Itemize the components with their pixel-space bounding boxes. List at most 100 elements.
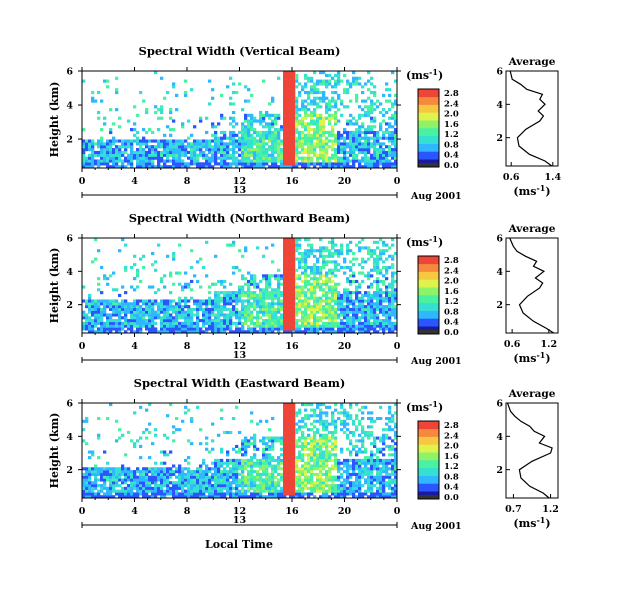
heatmap-cell [361, 90, 365, 95]
heatmap-cell [322, 310, 326, 314]
heatmap-cell [331, 324, 335, 328]
heatmap-cell [382, 243, 386, 247]
heatmap-cell [172, 145, 176, 149]
heatmap-cell [217, 291, 221, 295]
heatmap-cell [211, 122, 215, 126]
heatmap-cell [250, 467, 254, 471]
heatmap-cell [229, 243, 233, 247]
heatmap-cell [355, 130, 359, 135]
heatmap-cell [226, 313, 230, 317]
heatmap-cell [85, 142, 89, 146]
heatmap-cell [304, 319, 308, 323]
heatmap-cell [289, 447, 293, 451]
heatmap-cell [319, 153, 323, 157]
heatmap-cell [328, 288, 332, 292]
heatmap-cell [280, 458, 284, 462]
heatmap-cell [256, 489, 260, 493]
heatmap-cell [325, 246, 329, 250]
heatmap-cell [205, 447, 209, 451]
heatmap-cell [370, 119, 374, 123]
heatmap-cell [298, 419, 302, 423]
heatmap-cell [91, 321, 95, 325]
heatmap-cell [103, 472, 107, 476]
heatmap-cell [151, 319, 155, 323]
heatmap-cell [340, 162, 344, 166]
heatmap-cell [247, 330, 251, 334]
heatmap-cell [301, 486, 305, 490]
heatmap-cell [184, 321, 188, 325]
colorbar-tick-label: 1.6 [444, 120, 459, 130]
heatmap-cell [268, 484, 272, 488]
heatmap-cell [88, 481, 92, 485]
heatmap-cell [103, 478, 107, 482]
heatmap-cell [142, 316, 146, 320]
heatmap-cell [145, 428, 149, 432]
heatmap-cell [283, 411, 287, 415]
heatmap-cell [373, 102, 377, 106]
heatmap-cell [142, 156, 146, 160]
heatmap-cell [247, 458, 251, 462]
heatmap-cell [100, 159, 104, 163]
heatmap-cell [226, 486, 230, 490]
heatmap-cell [286, 110, 290, 115]
heatmap-cell [304, 444, 308, 448]
heatmap-cell [298, 408, 302, 412]
heatmap-cell [376, 316, 380, 320]
heatmap-cell [154, 153, 158, 157]
heatmap-cell [382, 165, 386, 169]
heatmap-cell [175, 108, 179, 112]
heatmap-cell [292, 265, 296, 270]
heatmap-cell [358, 263, 362, 267]
heatmap-cell [112, 150, 116, 155]
heatmap-cell [160, 450, 164, 454]
heatmap-cell [277, 327, 281, 331]
heatmap-cell [229, 310, 233, 314]
heatmap-cell [373, 291, 377, 295]
heatmap-cell [391, 71, 395, 75]
heatmap-cell [238, 461, 242, 465]
heatmap-cell [310, 486, 314, 490]
heatmap-cell [325, 439, 329, 443]
heatmap-cell [250, 116, 254, 120]
heatmap-cell [232, 481, 236, 485]
heatmap-cell [208, 102, 212, 106]
heatmap-cell [289, 310, 293, 314]
heatmap-cell [358, 150, 362, 155]
heatmap-cell [301, 425, 305, 429]
heatmap-cell [250, 113, 254, 117]
heatmap-cell [124, 467, 128, 471]
heatmap-cell [331, 419, 335, 423]
heatmap-cell [379, 305, 383, 309]
heatmap-cell [223, 492, 227, 496]
heatmap-cell [85, 316, 89, 320]
heatmap-cell [325, 102, 329, 106]
heatmap-cell [304, 461, 308, 465]
heatmap-cell [223, 495, 227, 499]
heatmap-cell [322, 165, 326, 169]
heatmap-cell [160, 159, 164, 163]
heatmap-cell [205, 305, 209, 309]
heatmap-cell [292, 464, 296, 468]
heatmap-cell [283, 105, 287, 109]
heatmap-cell [331, 251, 335, 256]
heatmap-cell [283, 442, 287, 446]
heatmap-cell [286, 327, 290, 331]
heatmap-cell [142, 136, 146, 140]
heatmap-cell [328, 240, 332, 244]
heatmap-cell [178, 271, 182, 275]
heatmap-cell [82, 321, 86, 325]
heatmap-cell [274, 130, 278, 135]
heatmap-cell [304, 330, 308, 334]
heatmap-cell [331, 139, 335, 143]
heatmap-cell [391, 142, 395, 146]
heatmap-cell [214, 153, 218, 157]
heatmap-cell [184, 271, 188, 275]
heatmap-cell [310, 408, 314, 412]
heatmap-cell [316, 139, 320, 143]
heatmap-cell [298, 288, 302, 292]
heatmap-cell [292, 79, 296, 83]
heatmap-cell [322, 442, 326, 446]
heatmap-cell [283, 156, 287, 160]
heatmap-cell [274, 156, 278, 160]
heatmap-cell [184, 316, 188, 320]
